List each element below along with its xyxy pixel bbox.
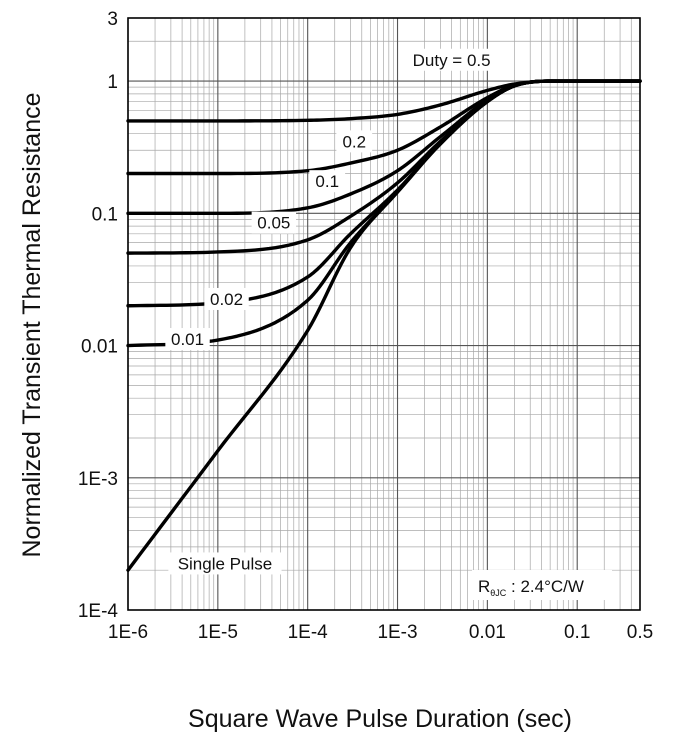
y-tick-labels: 1E-4 1E-3 0.01 0.1 1 3	[78, 9, 119, 622]
y-tick-label: 1E-4	[78, 601, 119, 622]
series-label-bg-duty-0-5	[403, 48, 500, 71]
y-tick-label: 1	[107, 72, 118, 93]
rth-value: : 2.4°C/W	[506, 577, 584, 596]
x-tick-label: 1E-5	[198, 622, 238, 643]
series-label-0-02: 0.02	[210, 290, 243, 309]
series-label-0-01: 0.01	[171, 330, 204, 349]
series-label-bg-0-1	[309, 170, 346, 193]
rth-annotation: RθJC : 2.4°C/W	[472, 570, 612, 600]
x-tick-label: 0.1	[564, 622, 590, 643]
series-label-0-2: 0.2	[342, 132, 366, 151]
minor-grid	[128, 17, 641, 610]
y-tick-label: 3	[107, 9, 118, 30]
y-tick-label: 0.01	[81, 337, 118, 358]
curve-label-layer: Duty = 0.5 0.2 0.1 0.05 0.02 0.01 Single Pulse	[165, 48, 500, 575]
x-tick-label: 0.01	[469, 622, 506, 643]
x-tick-label: 1E-4	[288, 622, 329, 643]
series-line-single-pulse	[126, 79, 642, 572]
x-tick-label: 1E-3	[377, 622, 417, 643]
rth-subscript: θJC	[490, 588, 507, 598]
series-label-0-05: 0.05	[257, 214, 290, 233]
series-label-bg-0-01	[165, 328, 210, 351]
series-label-duty-0-5: Duty = 0.5	[413, 51, 491, 70]
plot-frame	[127, 17, 641, 611]
series-label-bg-single-pulse	[168, 552, 282, 575]
series-label-bg-0-05	[251, 211, 297, 234]
series-label-bg-0-2	[336, 130, 373, 153]
x-tick-label: 0.5	[627, 622, 653, 643]
series-label-bg-0-02	[204, 287, 249, 310]
y-axis-title: Normalized Transient Thermal Resistance	[18, 92, 46, 557]
x-axis-title: Square Wave Pulse Duration (sec)	[188, 705, 572, 733]
y-tick-label: 1E-3	[78, 469, 118, 490]
rth-symbol: R	[478, 577, 490, 596]
series-label-single-pulse: Single Pulse	[178, 554, 273, 573]
y-tick-label: 0.1	[92, 204, 118, 225]
rth-annotation-text: RθJC : 2.4°C/W	[478, 577, 584, 598]
rth-annotation-box	[472, 570, 612, 600]
series-label-0-1: 0.1	[315, 172, 339, 191]
x-tick-label: 1E-6	[108, 622, 148, 643]
x-tick-labels: 1E-6 1E-5 1E-4 1E-3 0.01 0.1 0.5	[108, 622, 653, 643]
series-layer	[126, 79, 642, 572]
